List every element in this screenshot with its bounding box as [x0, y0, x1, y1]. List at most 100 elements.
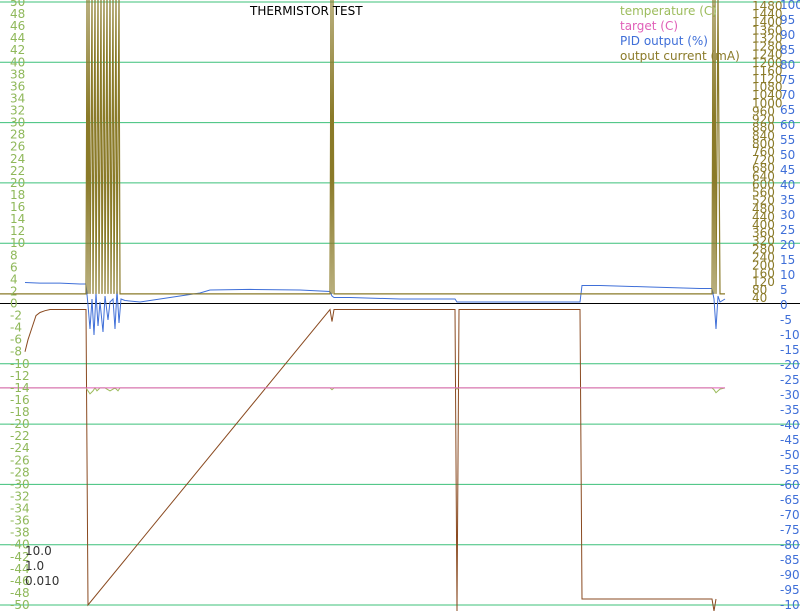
current-tick-label: 920 — [752, 113, 775, 127]
legend-entry: target (C) — [620, 19, 678, 33]
pid-constant-label: 1.0 — [25, 559, 44, 573]
temperature-tick-label: -4 — [10, 321, 22, 335]
current-tick-label: 320 — [752, 234, 775, 248]
temperature-tick-label: 32 — [10, 104, 25, 118]
pid-tick-label: 60 — [780, 118, 795, 132]
temperature-tick-label: 4 — [10, 272, 18, 286]
current-tick-label: 1480 — [752, 0, 783, 13]
pid-tick-label: 15 — [780, 253, 795, 267]
current-tick-label: 440 — [752, 210, 775, 224]
current-tick-label: 520 — [752, 194, 775, 208]
temperature-tick-label: 40 — [10, 55, 25, 69]
pid-tick-label: 0 — [780, 298, 788, 312]
temperature-tick-label: -46 — [10, 574, 30, 588]
pid-tick-label: 100 — [780, 0, 800, 12]
temperature-tick-label: -44 — [10, 562, 30, 576]
current-tick-label: 960 — [752, 104, 775, 118]
legend-entry: temperature (C) — [620, 4, 717, 18]
temperature-tick-label: 8 — [10, 248, 18, 262]
pid-tick-label: 10 — [780, 268, 795, 282]
current-tick-label: 1360 — [752, 23, 783, 37]
current-tick-label: 480 — [752, 202, 775, 216]
pid-tick-label: 25 — [780, 223, 795, 237]
pid-axis: 1009590858075706560555045403530252015105… — [780, 0, 800, 611]
current-tick-label: 560 — [752, 186, 775, 200]
pid-tick-label: -55 — [780, 463, 800, 477]
temperature-tick-label: -10 — [10, 357, 30, 371]
temperature-tick-label: 42 — [10, 43, 25, 57]
temperature-tick-label: 0 — [10, 297, 18, 311]
current-tick-label: 1240 — [752, 48, 783, 62]
temperature-tick-label: 12 — [10, 224, 25, 238]
pid-tick-label: 90 — [780, 28, 795, 42]
temperature-tick-label: 50 — [10, 0, 25, 9]
current-tick-label: 1080 — [752, 80, 783, 94]
current-tick-label: 400 — [752, 218, 775, 232]
legend-entry: PID output (%) — [620, 34, 708, 48]
legend-entry: output current (mA) — [620, 49, 740, 63]
temperature-line — [0, 386, 726, 395]
pid-tick-label: 40 — [780, 178, 795, 192]
pid-tick-label: 75 — [780, 73, 795, 87]
temperature-tick-label: -50 — [10, 598, 30, 611]
pid-tick-label: 80 — [780, 58, 795, 72]
current-tick-label: 600 — [752, 177, 775, 191]
pid-tick-label: -60 — [780, 478, 800, 492]
pid-tick-label: -20 — [780, 358, 800, 372]
pid-tick-label: -80 — [780, 538, 800, 552]
temperature-tick-label: -32 — [10, 489, 30, 503]
temperature-tick-label: 6 — [10, 260, 18, 274]
pid-tick-label: -65 — [780, 493, 800, 507]
current-tick-label: 760 — [752, 145, 775, 159]
temperature-tick-label: 14 — [10, 212, 25, 226]
pid-tick-label: -75 — [780, 523, 800, 537]
pid-tick-label: -5 — [780, 313, 792, 327]
pid-tick-label: 45 — [780, 163, 795, 177]
temperature-tick-label: -16 — [10, 393, 30, 407]
output-current-line — [0, 0, 725, 295]
temperature-tick-label: 44 — [10, 31, 25, 45]
pid-tick-label: -50 — [780, 448, 800, 462]
pid-tick-label: -30 — [780, 388, 800, 402]
pid-tick-label: 65 — [780, 103, 795, 117]
temperature-tick-label: -6 — [10, 333, 22, 347]
current-tick-label: 80 — [752, 283, 767, 297]
temperature-tick-label: -40 — [10, 538, 30, 552]
current-tick-label: 1280 — [752, 40, 783, 54]
pid-tick-label: 95 — [780, 13, 795, 27]
current-tick-label: 1200 — [752, 56, 783, 70]
pid-tick-label: 5 — [780, 283, 788, 297]
pid-tick-label: 70 — [780, 88, 795, 102]
pid-output-line — [24, 282, 726, 336]
temperature-tick-label: -12 — [10, 369, 30, 383]
pid-tick-label: 30 — [780, 208, 795, 222]
pid-tick-label: -85 — [780, 553, 800, 567]
pid-tick-label: -25 — [780, 373, 800, 387]
current-tick-label: 120 — [752, 275, 775, 289]
current-tick-label: 640 — [752, 169, 775, 183]
temperature-tick-label: -42 — [10, 550, 30, 564]
temperature-tick-label: -26 — [10, 453, 30, 467]
current-tick-label: 1040 — [752, 88, 783, 102]
current-axis: 1480144014001360132012801240120011601120… — [752, 0, 783, 305]
pid-tick-label: -35 — [780, 403, 800, 417]
current-tick-label: 1400 — [752, 15, 783, 29]
temperature-tick-label: 38 — [10, 67, 25, 81]
current-tick-label: 1320 — [752, 31, 783, 45]
current-tick-label: 720 — [752, 153, 775, 167]
current-tick-label: 800 — [752, 137, 775, 151]
current-tick-label: 1160 — [752, 64, 783, 78]
pid-tick-label: 55 — [780, 133, 795, 147]
temperature-tick-label: 10 — [10, 236, 25, 250]
pid-tick-label: -45 — [780, 433, 800, 447]
current-tick-label: 360 — [752, 226, 775, 240]
temperature-tick-label: -38 — [10, 526, 30, 540]
pid-tick-label: -70 — [780, 508, 800, 522]
current-tick-label: 280 — [752, 242, 775, 256]
temperature-tick-label: 20 — [10, 176, 25, 190]
temperature-tick-label: 36 — [10, 79, 25, 93]
chart-title: THERMISTOR TEST — [249, 4, 363, 18]
temperature-tick-label: 28 — [10, 128, 25, 142]
temperature-tick-label: 48 — [10, 7, 25, 21]
